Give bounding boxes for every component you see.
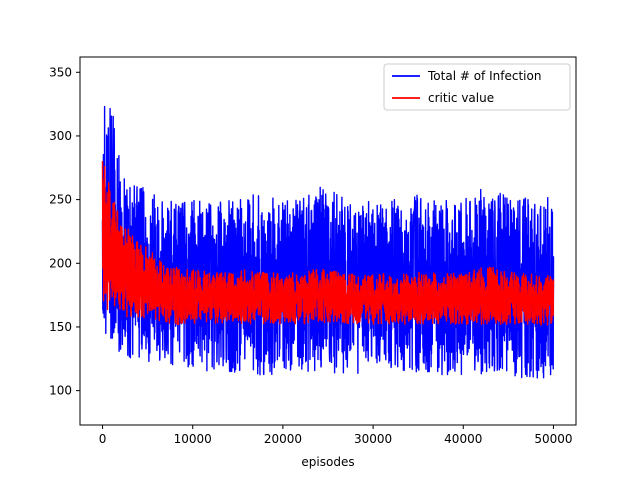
- legend-box: [383, 63, 571, 111]
- x-tick-label: 30000: [354, 432, 392, 446]
- y-tick-label: 150: [49, 320, 72, 334]
- y-tick-label: 100: [49, 384, 72, 398]
- x-tick-label: 0: [99, 432, 107, 446]
- legend-label: critic value: [428, 91, 494, 105]
- plot-area: [101, 105, 555, 379]
- y-tick-label: 300: [49, 129, 72, 143]
- axis-ticks: 0 10000 20000 30000 40000 50000 100 150 200 250 30…: [49, 65, 572, 446]
- x-tick-label: 50000: [534, 432, 572, 446]
- series-line-1: [101, 105, 555, 379]
- x-tick-label: 10000: [174, 432, 212, 446]
- series-line-2: [101, 160, 555, 326]
- x-axis-label: episodes: [301, 455, 354, 469]
- axes-frame: [79, 56, 577, 426]
- legend: Total # of Infection critic value: [383, 63, 571, 111]
- y-tick-label: 350: [49, 65, 72, 79]
- y-tick-label: 250: [49, 193, 72, 207]
- y-tick-label: 200: [49, 256, 72, 270]
- x-tick-label: 20000: [264, 432, 302, 446]
- legend-label: Total # of Infection: [427, 69, 541, 83]
- x-tick-label: 40000: [444, 432, 482, 446]
